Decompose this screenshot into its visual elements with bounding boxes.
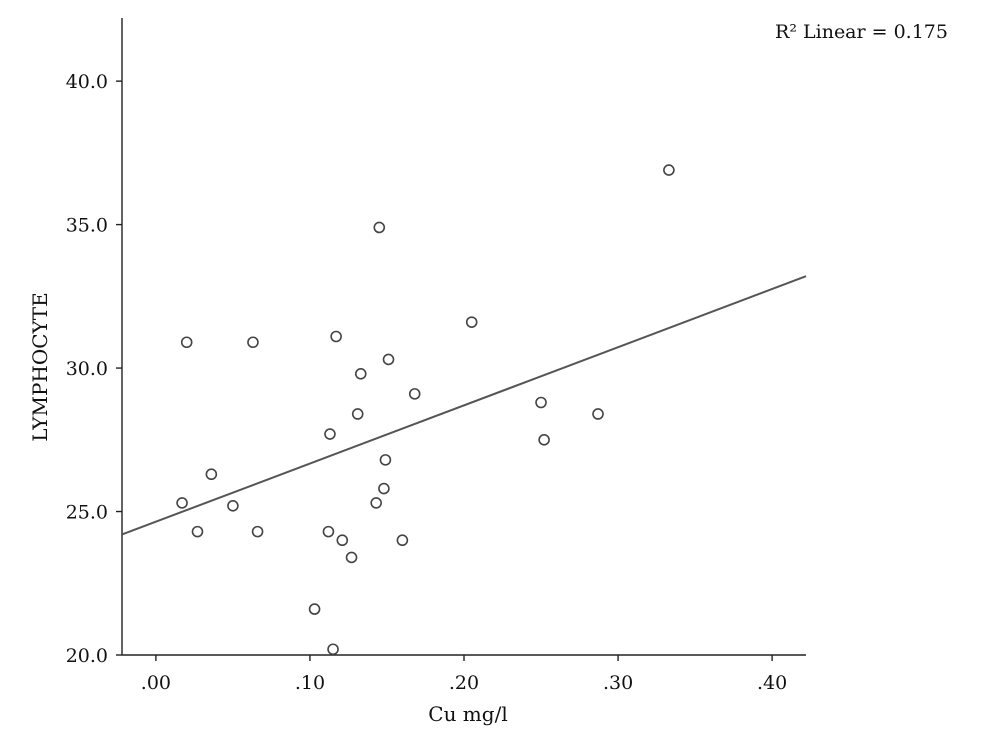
data-point [345,551,358,564]
plot-area: 20.0 25.0 30.0 35.0 40.0 .00 .10 .20 .30 .40 [66,18,807,694]
r2-linear-annotation: R² Linear = 0.175 [775,21,948,43]
data-point [382,353,395,366]
y-axis-title: LYMPHOCYTE [28,292,52,441]
x-tick-label: .30 [603,672,633,694]
data-point [408,388,421,400]
data-point [592,408,604,420]
regression-line [121,275,807,536]
data-point [538,433,550,446]
data-point [205,468,218,481]
data-point [251,525,264,538]
y-tick-label: 25.0 [66,502,108,524]
data-point [370,497,382,509]
data-point [396,534,409,547]
y-tick-label: 20.0 [66,645,108,667]
data-point [354,368,367,380]
data-point [330,330,342,343]
data-point [308,603,321,615]
x-axis-title: Cu mg/l [428,702,507,726]
data-point [180,336,193,349]
data-point [176,497,188,509]
x-tick-label: .20 [449,672,479,694]
data-point [535,396,547,409]
data-point [373,221,386,234]
data-point [327,643,339,656]
y-tick-label: 30.0 [66,358,108,380]
y-tick-label: 35.0 [66,215,108,237]
data-point [322,525,335,538]
data-point [324,428,336,440]
data-point [663,164,675,176]
x-tick-label: .40 [757,672,787,694]
data-point [247,336,259,349]
data-point [191,525,204,538]
y-tick-label: 40.0 [66,71,108,93]
x-tick-label: .10 [295,672,325,694]
data-point [379,454,392,466]
data-point [351,408,364,420]
data-point [336,534,349,547]
data-point [378,482,390,495]
data-point [465,316,478,328]
data-point [227,499,239,512]
x-tick-label: .00 [141,672,171,694]
